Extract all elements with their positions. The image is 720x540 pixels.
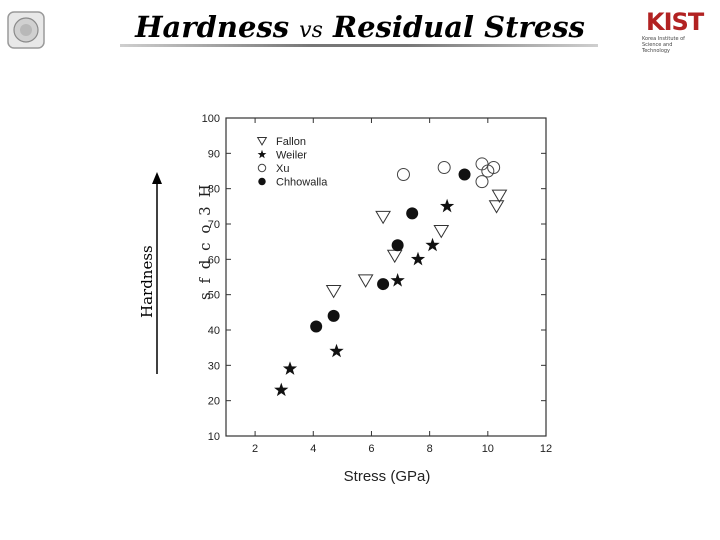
title-part2: Residual Stress: [332, 10, 585, 44]
data-point-weiler: [274, 382, 289, 397]
data-point-weiler: [425, 237, 440, 252]
slide-title: Hardness vs Residual Stress: [0, 10, 720, 44]
x-axis-title: Stress (GPa): [344, 468, 431, 485]
legend-marker-fallon: [256, 137, 268, 146]
y-tick-label: 100: [202, 113, 220, 125]
data-point-chhowalla: [458, 168, 471, 181]
data-point-weiler: [440, 198, 455, 213]
title-part1: Hardness: [135, 10, 290, 44]
kist-logo-tagline: Korea Institute of Science and Technolog…: [642, 36, 685, 54]
title-underline: [120, 44, 598, 47]
kist-logo: KIST Korea Institute of Science and Tech…: [634, 8, 704, 54]
x-tick-label: 8: [427, 443, 433, 455]
legend-label-weiler: Weiler: [276, 150, 307, 162]
y-tick-label: 10: [208, 431, 220, 443]
legend-label-xu: Xu: [276, 163, 289, 175]
x-tick-label: 4: [310, 443, 316, 455]
data-point-fallon: [325, 285, 342, 299]
data-point-fallon: [433, 224, 450, 239]
legend-marker-weiler: [257, 149, 267, 159]
data-point-weiler: [282, 361, 298, 375]
data-point-xu: [396, 168, 410, 182]
title-vs: vs: [299, 18, 323, 43]
data-point-fallon: [375, 210, 391, 225]
x-tick-label: 2: [252, 443, 258, 455]
data-point-chhowalla: [406, 207, 419, 220]
y-tick-label: 40: [208, 325, 220, 337]
x-tick-label: 6: [368, 443, 374, 455]
hardness-up-arrow-icon: [152, 172, 162, 374]
x-tick-label: 12: [540, 443, 552, 455]
data-point-xu: [437, 160, 451, 174]
data-point-xu: [481, 164, 495, 178]
data-point-fallon: [488, 200, 505, 214]
data-point-fallon: [357, 274, 374, 288]
data-point-chhowalla: [377, 278, 390, 291]
university-seal-logo: [7, 11, 45, 49]
series-chhowalla: [310, 168, 471, 333]
y-tick-label: 30: [208, 360, 220, 372]
legend-marker-xu: [257, 163, 267, 173]
kist-logo-mark: KIST: [646, 8, 704, 36]
series-xu: [396, 157, 501, 189]
y-tick-label: 60: [208, 254, 220, 266]
data-point-weiler: [390, 273, 405, 287]
y-tick-label: 70: [208, 219, 220, 231]
data-point-weiler: [410, 251, 426, 266]
data-point-fallon: [386, 249, 403, 264]
legend-marker-chhowalla: [258, 177, 266, 186]
x-tick-label: 10: [482, 443, 494, 455]
data-point-xu: [475, 175, 489, 189]
y-tick-label: 90: [208, 148, 220, 160]
series-weiler: [274, 198, 455, 397]
series-fallon: [325, 189, 508, 299]
y-tick-label: 50: [208, 290, 220, 302]
plot-area-frame: [225, 117, 547, 437]
data-point-chhowalla: [310, 320, 323, 333]
data-point-chhowalla: [327, 309, 340, 322]
y-tick-label: 20: [208, 396, 220, 408]
data-point-fallon: [491, 189, 508, 204]
legend-label-chhowalla: Chhowalla: [276, 177, 328, 189]
data-point-chhowalla: [391, 239, 404, 252]
data-point-weiler: [329, 343, 344, 358]
legend-label-fallon: Fallon: [276, 136, 306, 148]
y-tick-label: 80: [208, 184, 220, 196]
